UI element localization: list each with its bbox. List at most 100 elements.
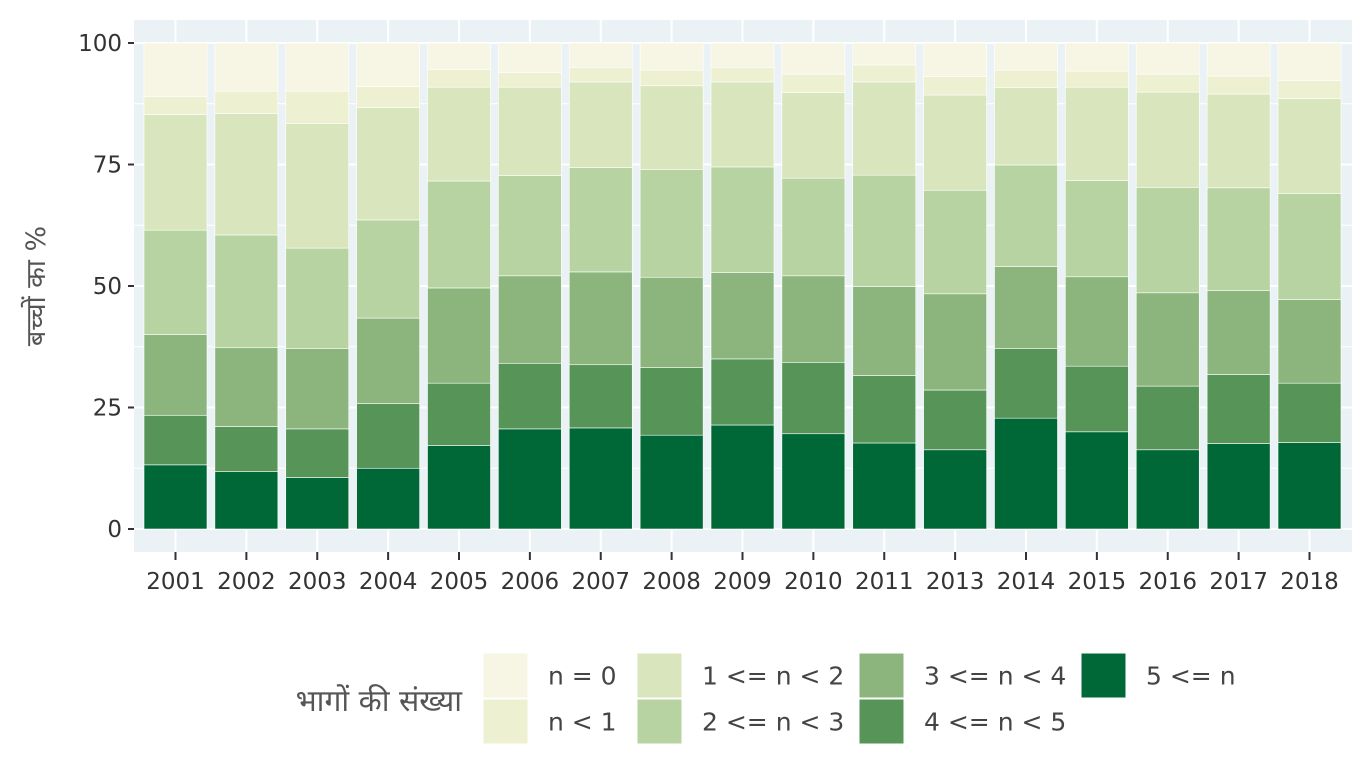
bar-segment [923, 389, 987, 451]
x-tick-label: 2017 [1209, 569, 1268, 595]
bar-segment [1277, 98, 1342, 194]
bar-segment [923, 189, 987, 295]
bar-segment [427, 86, 491, 182]
y-tick-label: 100 [78, 31, 122, 57]
bar-segment [852, 442, 917, 530]
bar-stack-2014 [994, 42, 1058, 530]
bar-segment [1135, 187, 1200, 294]
bar-segment [285, 90, 350, 124]
legend-item: 5 <= n [1080, 652, 1236, 699]
bar-segment [143, 114, 208, 231]
bar-segment [1135, 42, 1200, 75]
bar-segment [710, 67, 775, 83]
x-tick-label: 2011 [855, 569, 914, 595]
legend-item: 3 <= n < 4 [858, 652, 1066, 699]
bar-segment [1206, 443, 1271, 530]
bar-segment [285, 247, 350, 349]
legend-item: n = 0 [482, 652, 617, 699]
legend-swatch [636, 698, 683, 745]
bar-segment [214, 471, 279, 530]
bar-segment [994, 87, 1058, 166]
bar-segment [214, 426, 279, 472]
legend-swatch [636, 652, 683, 699]
bar-segment [1135, 73, 1200, 93]
bar-segment [1277, 80, 1342, 99]
bar-segment [639, 169, 704, 278]
bar-segment [356, 403, 420, 469]
legend-item: 2 <= n < 3 [636, 698, 844, 745]
bar-stack-2001 [143, 42, 208, 530]
bar-segment [1135, 91, 1200, 188]
legend-label: 3 <= n < 4 [924, 662, 1066, 691]
bar-segment [568, 42, 633, 68]
bar-stack-2005 [427, 42, 491, 530]
bar-segment [1206, 75, 1271, 95]
bar-segment [568, 167, 633, 273]
bar-segment [568, 427, 633, 530]
bar-segment [639, 367, 704, 436]
bar-stack-2011 [852, 42, 917, 530]
bar-segment [1065, 180, 1129, 278]
bar-segment [852, 42, 917, 66]
bar-segment [1206, 290, 1271, 375]
bar-segment [994, 417, 1058, 530]
legend: भागों की संख्या n = 0 n < 1 1 <= n < 2 2 <=… [296, 652, 1236, 745]
bar-segment [923, 94, 987, 191]
bar-segment [498, 72, 562, 88]
bar-segment [356, 86, 420, 108]
bar-segment [852, 375, 917, 444]
bar-segment [923, 293, 987, 391]
bar-segment [1277, 299, 1342, 384]
bar-segment [143, 229, 208, 335]
legend-swatch [482, 652, 529, 699]
bar-segment [285, 42, 350, 92]
bar-segment [214, 90, 279, 114]
bar-segment [356, 42, 420, 88]
bar-stack-2015 [1065, 42, 1129, 530]
bars [143, 42, 1342, 530]
bar-segment [356, 219, 420, 319]
bar-segment [923, 42, 987, 77]
bar-segment [498, 42, 562, 73]
bar-segment [498, 362, 562, 430]
bar-stack-2018 [1277, 42, 1342, 530]
bar-segment [710, 424, 775, 530]
bar-segment [639, 42, 704, 71]
bar-segment [356, 467, 420, 530]
bar-segment [852, 286, 917, 376]
bar-segment [852, 81, 917, 176]
bar-segment [1065, 365, 1129, 433]
bar-segment [498, 428, 562, 530]
bar-segment [1065, 70, 1129, 88]
x-tick-label: 2010 [784, 569, 843, 595]
bar-segment [568, 81, 633, 168]
bar-segment [710, 166, 775, 273]
bar-segment [994, 164, 1058, 267]
bar-segment [1277, 42, 1342, 81]
bar-segment [498, 175, 562, 277]
bar-segment [1277, 382, 1342, 443]
legend-swatch [858, 698, 905, 745]
bar-segment [498, 86, 562, 176]
bar-segment [1206, 93, 1271, 189]
x-tick-label: 2014 [997, 569, 1056, 595]
legend-swatch [1080, 652, 1127, 699]
x-tick-label: 2008 [642, 569, 701, 595]
bar-segment [427, 287, 491, 384]
bar-segment [1065, 276, 1129, 367]
bar-segment [639, 69, 704, 87]
bar-segment [285, 428, 350, 478]
bar-segment [214, 347, 279, 427]
y-tick-label: 0 [107, 517, 122, 543]
x-tick-label: 2003 [288, 569, 347, 595]
legend-item: n < 1 [482, 698, 617, 745]
bar-stack-2013 [923, 42, 987, 530]
bar-segment [923, 449, 987, 530]
bar-segment [1206, 187, 1271, 291]
x-tick-label: 2001 [146, 569, 205, 595]
bar-segment [923, 76, 987, 96]
bar-segment [781, 177, 846, 277]
x-tick-label: 2013 [926, 569, 985, 595]
y-tick-label: 25 [93, 396, 122, 422]
